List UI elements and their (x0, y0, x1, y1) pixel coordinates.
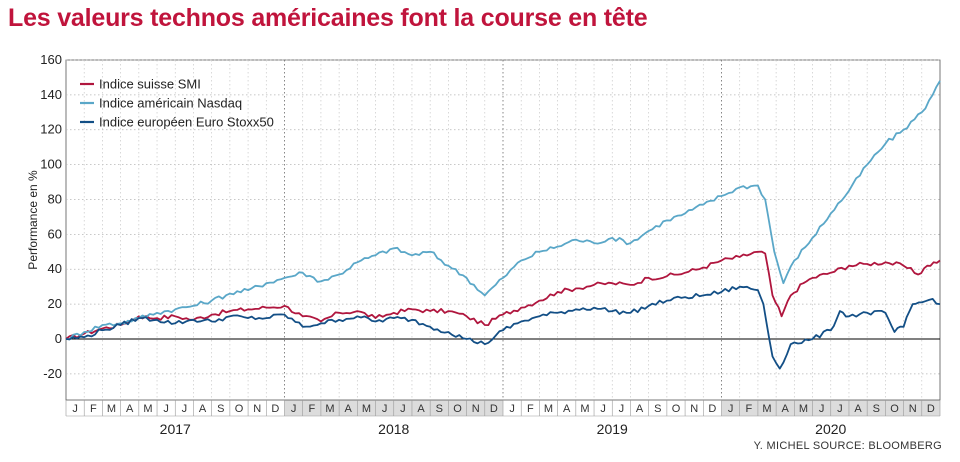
month-label: A (345, 403, 353, 415)
month-label: J (291, 403, 297, 415)
month-label: A (782, 403, 790, 415)
month-label: O (890, 403, 899, 415)
month-label: M (107, 403, 116, 415)
series-line-smi (65, 250, 941, 340)
month-label: A (636, 403, 644, 415)
month-label: J (72, 403, 78, 415)
month-label: J (509, 403, 515, 415)
month-label: J (600, 403, 606, 415)
legend: Indice suisse SMI Indice américain Nasdaq… (80, 77, 274, 130)
month-label: F (527, 403, 534, 415)
month-label: N (909, 403, 917, 415)
month-label: S (873, 403, 880, 415)
legend-label-nasdaq: Indice américain Nasdaq (99, 96, 242, 111)
month-label: J (400, 403, 406, 415)
month-label: J (163, 403, 169, 415)
chart-title: Les valeurs technos américaines font la … (8, 4, 648, 32)
gridlines (65, 59, 941, 401)
month-label: D (927, 403, 935, 415)
month-label: M (762, 403, 771, 415)
year-label: 2018 (378, 421, 409, 437)
series-line-stoxx (65, 285, 941, 370)
month-label: N (253, 403, 261, 415)
month-label: J (619, 403, 625, 415)
y-axis-label: Performance en % (26, 170, 40, 270)
y-tick-label: 140 (40, 87, 62, 102)
month-label: J (819, 403, 825, 415)
month-label: D (271, 403, 279, 415)
month-label: M (580, 403, 589, 415)
y-tick-label: 160 (40, 52, 62, 67)
month-label: M (362, 403, 371, 415)
y-tick-label: 80 (48, 191, 62, 206)
year-label: 2017 (160, 421, 191, 437)
y-tick-label: 0 (55, 331, 62, 346)
month-label: J (382, 403, 388, 415)
month-label: A (563, 403, 571, 415)
month-label: M (325, 403, 334, 415)
month-label: J (182, 403, 188, 415)
month-label: D (490, 403, 498, 415)
series-lines (65, 80, 941, 370)
month-label: O (453, 403, 462, 415)
month-label: J (837, 403, 843, 415)
y-tick-label: 120 (40, 122, 62, 137)
year-label: 2019 (597, 421, 628, 437)
year-label: 2020 (815, 421, 846, 437)
legend-label-smi: Indice suisse SMI (99, 77, 201, 92)
y-tick-label: 40 (48, 261, 62, 276)
month-label: S (654, 403, 661, 415)
month-label: S (436, 403, 443, 415)
source-credit: Y. MICHEL SOURCE: BLOOMBERG (753, 440, 942, 452)
month-label: F (308, 403, 315, 415)
y-tick-label: 60 (48, 226, 62, 241)
month-label: O (235, 403, 244, 415)
month-label: A (854, 403, 862, 415)
month-label: N (472, 403, 480, 415)
y-tick-label: 100 (40, 157, 62, 172)
month-label: S (217, 403, 224, 415)
month-label: D (708, 403, 716, 415)
month-label: M (799, 403, 808, 415)
y-tick-label: -20 (43, 366, 62, 381)
month-label: F (745, 403, 752, 415)
month-label: M (143, 403, 152, 415)
y-axis: 160 140 120 100 80 60 40 20 0 -20 Performance en % (26, 52, 62, 381)
month-label: A (417, 403, 425, 415)
month-label: F (90, 403, 97, 415)
legend-label-stoxx: Indice européen Euro Stoxx50 (99, 115, 274, 130)
month-label: M (544, 403, 553, 415)
month-label: N (690, 403, 698, 415)
month-label: J (728, 403, 734, 415)
month-label: O (672, 403, 681, 415)
month-label: A (126, 403, 134, 415)
month-label: A (199, 403, 207, 415)
y-tick-label: 20 (48, 296, 62, 311)
series-line-nasdaq (65, 80, 941, 341)
